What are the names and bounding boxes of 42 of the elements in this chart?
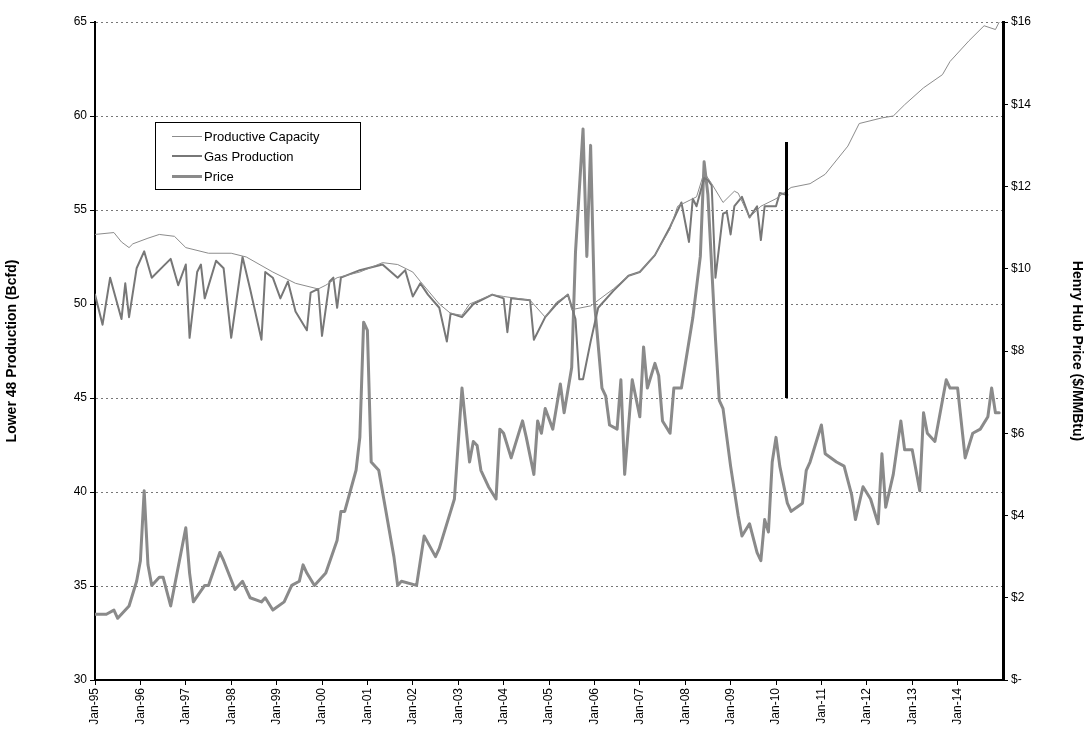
y2-tick-label: $8 [1011, 343, 1025, 358]
legend-label: Price [204, 168, 234, 184]
x-tick-label: Jan-03 [450, 687, 465, 725]
x-tick-label: Jan-98 [223, 687, 238, 725]
y2-tick-label: $14 [1011, 96, 1032, 111]
x-tick-label: Jan-14 [949, 687, 964, 725]
x-tick-label: Jan-04 [495, 687, 510, 725]
y2-tick-label: $4 [1011, 507, 1025, 522]
y2-tick-label: $- [1011, 672, 1022, 687]
y-tick-label: 65 [73, 14, 88, 29]
x-tick-label: Jan-97 [178, 687, 193, 725]
legend-label: Productive Capacity [204, 128, 320, 144]
x-tick-label: Jan-99 [268, 687, 283, 725]
y-tick-label: 50 [73, 296, 88, 311]
y2-axis-title: Henry Hub Price ($/MMBtu) [1069, 260, 1086, 442]
x-tick-label: Jan-08 [677, 687, 692, 725]
y-tick-label: 40 [73, 484, 88, 499]
y-tick-label: 35 [73, 578, 88, 593]
x-tick-label: Jan-95 [87, 687, 102, 725]
x-tick-label: Jan-13 [904, 687, 919, 725]
x-tick-label: Jan-09 [722, 687, 737, 725]
y-tick-label: 30 [73, 672, 88, 687]
x-tick-label: Jan-10 [768, 687, 783, 725]
y2-tick-label: $2 [1011, 590, 1025, 605]
y-axis-title: Lower 48 Production (Bcfd) [3, 259, 20, 443]
x-tick-label: Jan-02 [405, 687, 420, 725]
y-tick-label: 60 [73, 108, 88, 123]
x-tick-label: Jan-00 [314, 687, 329, 725]
y2-tick-label: $10 [1011, 261, 1032, 276]
legend-label: Gas Production [204, 148, 294, 164]
x-tick-label: Jan-06 [586, 687, 601, 725]
x-tick-label: Jan-01 [359, 687, 374, 725]
y2-tick-label: $16 [1011, 14, 1032, 29]
x-tick-label: Jan-07 [632, 687, 647, 725]
y2-tick-label: $6 [1011, 425, 1025, 440]
x-tick-label: Jan-11 [813, 687, 828, 724]
y-tick-label: 45 [73, 390, 88, 405]
y-tick-label: 55 [73, 202, 88, 217]
x-tick-label: Jan-05 [541, 687, 556, 725]
y2-tick-label: $12 [1011, 178, 1032, 193]
x-tick-label: Jan-96 [132, 687, 147, 725]
x-tick-label: Jan-12 [859, 687, 874, 725]
